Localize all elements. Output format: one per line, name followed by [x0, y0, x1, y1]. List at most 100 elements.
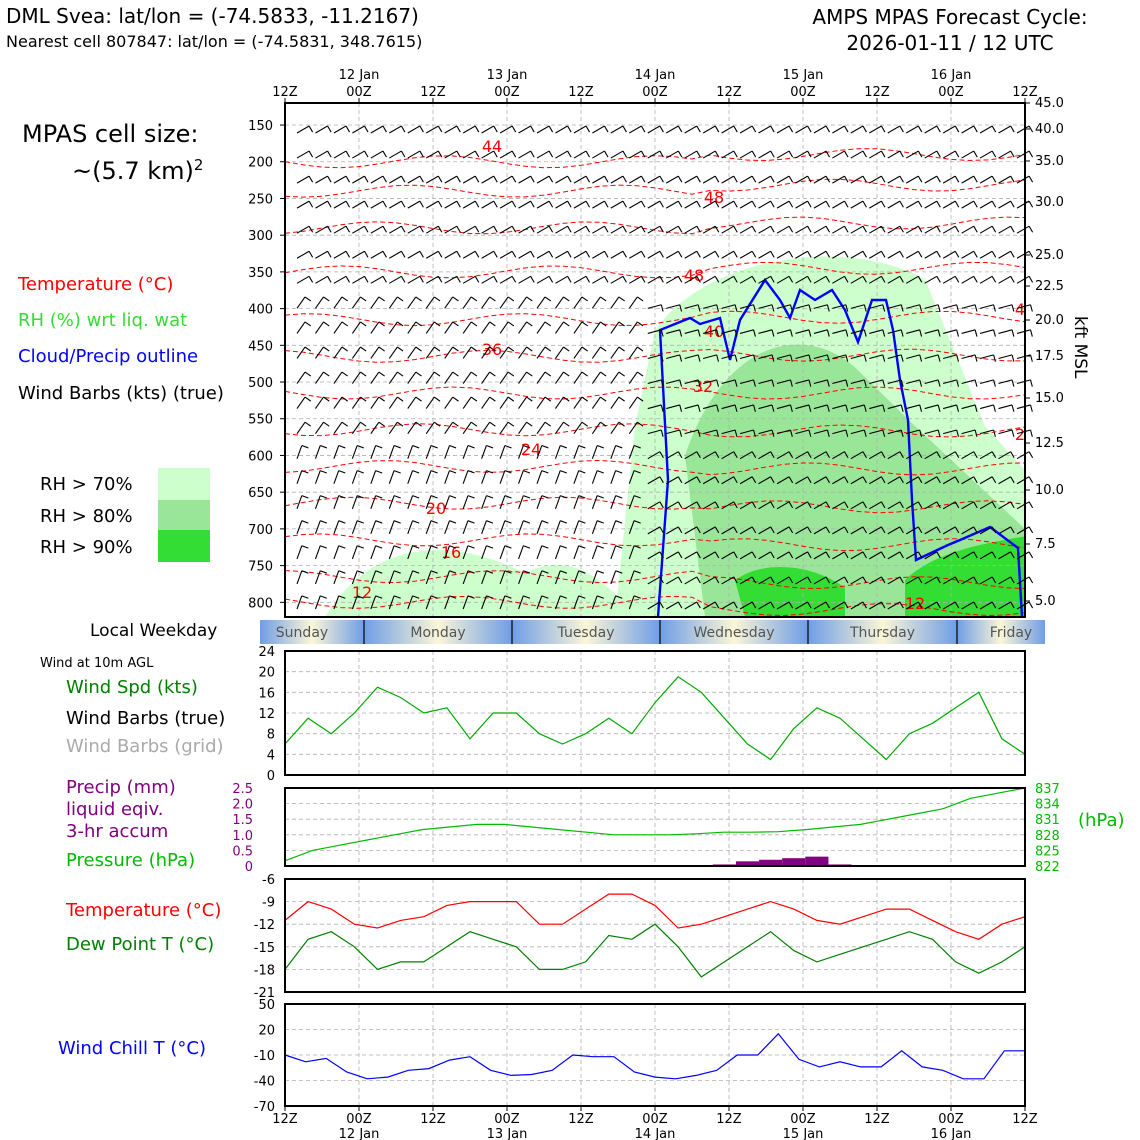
wind-barb-flag [788, 125, 794, 133]
wind-barb [924, 576, 938, 585]
wind-barb [389, 150, 402, 159]
wind-barb-flag [507, 346, 515, 352]
wind-barb [832, 250, 845, 259]
pressure-line [284, 787, 1026, 862]
wind-barb-flag [360, 321, 367, 327]
wind-barb-flag [301, 470, 309, 474]
top-time-label: 00Z [642, 85, 668, 100]
wind-barb-flag [716, 354, 720, 362]
wind-barb [942, 150, 956, 159]
wind-barb [407, 396, 417, 409]
kft-tick-label: 10.0 [1035, 483, 1064, 498]
wind-barb [315, 321, 324, 334]
wind-barb [370, 321, 380, 334]
wind-barb [555, 421, 564, 434]
wind-barb [592, 250, 605, 259]
wind-barb [462, 520, 469, 535]
wind-barb-flag [993, 429, 996, 437]
wind-barb [795, 551, 808, 560]
wind-barb-flag [880, 200, 886, 208]
wind-barb-flag [493, 175, 498, 183]
wind-barb-flag [382, 276, 387, 283]
wind-barb [333, 470, 340, 484]
wind-barb-flag [493, 150, 498, 158]
weekday-name: Monday [410, 625, 465, 641]
wind-barb-flag [504, 495, 512, 499]
wind-barb-flag [430, 570, 438, 574]
wind-barb [389, 125, 402, 134]
wind-barb [905, 451, 919, 460]
wind-barb [1016, 451, 1030, 460]
kft-tick-label: 25.0 [1035, 248, 1064, 263]
wind-barb [407, 275, 421, 284]
wind-barb-flag [844, 200, 849, 208]
wind-barb-flag [733, 526, 738, 534]
wind-barb-flag [1010, 551, 1015, 559]
wind-barb [776, 476, 790, 485]
wind-barb [296, 275, 310, 284]
wind-barb-flag [826, 404, 830, 412]
wind-barb-flag [452, 296, 459, 302]
wind-barb [554, 520, 561, 535]
wind-barb-flag [578, 545, 586, 549]
wind-barb-flag [862, 200, 867, 208]
wind-barb [536, 225, 550, 234]
pressure-tick-label: 750 [248, 560, 273, 575]
wind-barb-flag [578, 470, 586, 474]
wind-barb-flag [733, 601, 738, 609]
wind-barb-flag [993, 354, 996, 362]
wind-barb-flag [1029, 429, 1033, 437]
wind-barb-flag [956, 329, 960, 337]
wind-barb [462, 371, 472, 384]
wind-barb [869, 379, 883, 385]
wind-barb-flag [474, 200, 480, 208]
wind-barb [592, 275, 605, 284]
wind-barb [702, 451, 716, 460]
wind-barb [481, 250, 495, 259]
wind-barb-flag [973, 601, 978, 609]
wind-barb-flag [486, 470, 494, 474]
wind-barb-flag [493, 125, 498, 133]
wind-barb [776, 125, 790, 134]
wind-barb [739, 379, 754, 385]
wind-barb [296, 371, 306, 384]
wind-barb-flag [899, 125, 904, 133]
isotherm-line [284, 496, 1026, 514]
wind-barb-flag [364, 175, 369, 183]
wind-barb [573, 250, 587, 259]
wind-barb [536, 150, 550, 159]
wind-barb [481, 275, 495, 284]
wind-barb [776, 150, 790, 159]
wind-barb [481, 175, 495, 184]
temp-tick-label: -21 [254, 986, 275, 1001]
wind-barb-flag [954, 225, 960, 233]
wind-barb [555, 371, 564, 384]
wind-barb [850, 225, 864, 234]
wind-barb [905, 576, 919, 585]
wind-barb [573, 275, 587, 284]
wind-barb-flag [548, 250, 554, 258]
wind-barb [333, 371, 343, 384]
wind-barb [407, 421, 417, 434]
wind-barb [1016, 329, 1031, 334]
kft-tick-label: 5.0 [1035, 594, 1056, 609]
wind-barb [665, 225, 679, 234]
bottom-time-label: 12Z [864, 1112, 890, 1127]
wind-barb-flag [825, 150, 831, 158]
isotherm-line [284, 595, 1026, 617]
wind-barb [536, 396, 546, 409]
wind-barb [998, 354, 1013, 360]
wind-barb-flag [677, 200, 683, 208]
wind-barb-flag [919, 379, 923, 387]
wind-barb-flag [770, 200, 775, 208]
wind-barb [536, 275, 550, 284]
wind-barb [407, 296, 417, 309]
wind-barb [647, 125, 661, 134]
wind-barb-flag [771, 329, 775, 337]
wind-barb-flag [1011, 304, 1015, 312]
wind-barb [425, 445, 432, 459]
wind-barb [647, 329, 662, 334]
wind-barb [296, 175, 310, 184]
wind-barb [591, 371, 601, 384]
wind-barb [296, 421, 306, 434]
